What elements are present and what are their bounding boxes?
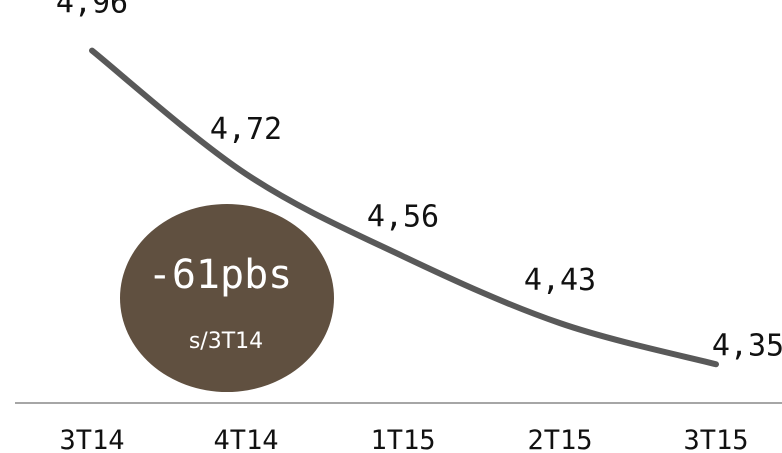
data-label-4t14: 4,72 — [210, 112, 282, 147]
x-tick-label-2t15: 2T15 — [527, 425, 592, 453]
x-tick-label-3t14: 3T14 — [59, 425, 124, 453]
x-tick-label-1t15: 1T15 — [370, 425, 435, 453]
x-axis-ticks: 3T14 4T14 1T15 2T15 3T15 — [59, 425, 748, 453]
badge-ellipse — [120, 204, 334, 392]
x-tick-label-4t14: 4T14 — [213, 425, 278, 453]
data-label-3t14: 4,96 — [56, 0, 128, 21]
change-badge: -61pbs s/3T14 — [120, 204, 334, 392]
series-line — [89, 47, 719, 368]
data-label-1t15: 4,56 — [367, 199, 439, 234]
badge-sub-text: s/3T14 — [189, 329, 263, 354]
badge-main-text: -61pbs — [148, 252, 293, 298]
data-label-3t15: 4,35 — [712, 328, 782, 363]
x-tick-label-3t15: 3T15 — [683, 425, 748, 453]
data-label-2t15: 4,43 — [524, 263, 596, 298]
data-labels: 4,96 4,72 4,56 4,43 4,35 — [56, 0, 782, 363]
